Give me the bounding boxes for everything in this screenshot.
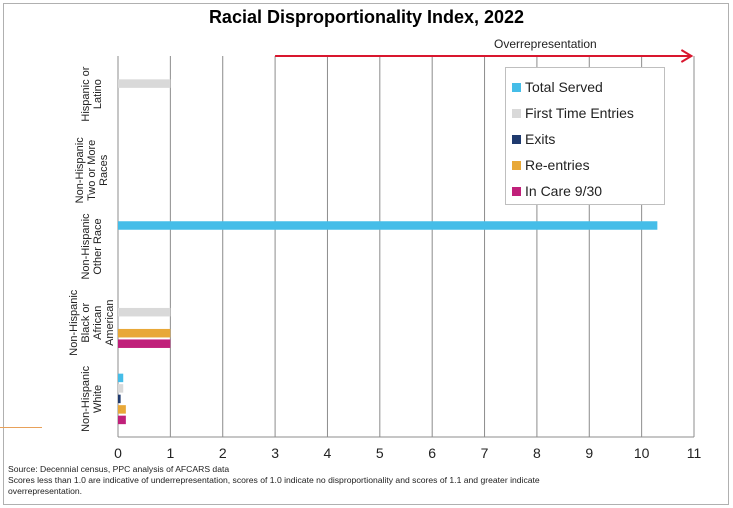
x-tick-label: 10 (634, 445, 650, 461)
x-tick-label: 1 (166, 445, 174, 461)
chart-legend: Total Served First Time Entries Exits Re-en… (505, 67, 665, 205)
bar (118, 339, 171, 348)
footnote-scores-cont: overrepresentation. (8, 486, 83, 496)
legend-item: Re-entries (512, 152, 664, 178)
legend-item: First Time Entries (512, 100, 664, 126)
y-category-label: Non-HispanicTwo or MoreRaces (74, 137, 110, 204)
legend-label: In Care 9/30 (525, 183, 603, 199)
y-category-label: Hispanic orLatino (80, 66, 104, 121)
x-tick-label: 7 (481, 445, 489, 461)
legend-label: Total Served (525, 79, 603, 95)
legend-swatch (512, 186, 521, 196)
bar (118, 405, 126, 414)
legend-swatch (512, 82, 521, 92)
bar (118, 415, 126, 425)
bar (118, 79, 171, 88)
x-tick-label: 3 (271, 445, 279, 461)
bar (118, 394, 121, 404)
footnotes: Source: Decennial census, PPC analysis o… (8, 464, 723, 497)
legend-item: Exits (512, 126, 664, 152)
legend-swatch (512, 160, 521, 170)
decorative-line (0, 427, 42, 428)
y-category-label: Non-HispanicOther Race (80, 213, 104, 280)
legend-swatch (512, 108, 521, 118)
arrow-head-icon (680, 49, 694, 63)
x-tick-label: 6 (428, 445, 436, 461)
x-tick-label: 11 (687, 445, 702, 461)
legend-label: Exits (525, 131, 556, 147)
footnote-scores: Scores less than 1.0 are indicative of u… (8, 475, 540, 485)
bar (118, 373, 124, 383)
x-tick-label: 8 (533, 445, 541, 461)
x-tick-label: 0 (114, 445, 122, 461)
y-category-label: Non-HispanicWhite (80, 365, 104, 432)
bar (118, 328, 171, 338)
x-tick-label: 2 (219, 445, 227, 461)
legend-label: Re-entries (525, 157, 590, 173)
x-tick-label: 4 (324, 445, 332, 461)
overrepresentation-label: Overrepresentation (494, 37, 597, 51)
bar (118, 307, 171, 317)
x-tick-label: 5 (376, 445, 384, 461)
bar (118, 221, 658, 230)
legend-item: Total Served (512, 74, 664, 100)
footnote-source: Source: Decennial census, PPC analysis o… (8, 464, 230, 474)
x-tick-label: 9 (585, 445, 593, 461)
legend-label: First Time Entries (525, 105, 634, 121)
legend-item: In Care 9/30 (512, 178, 664, 204)
y-category-label: Non-HispanicBlack orAfricanAmerican (68, 289, 116, 356)
legend-swatch (512, 134, 521, 144)
bar (118, 384, 124, 393)
chart-title: Racial Disproportionality Index, 2022 (208, 7, 525, 27)
